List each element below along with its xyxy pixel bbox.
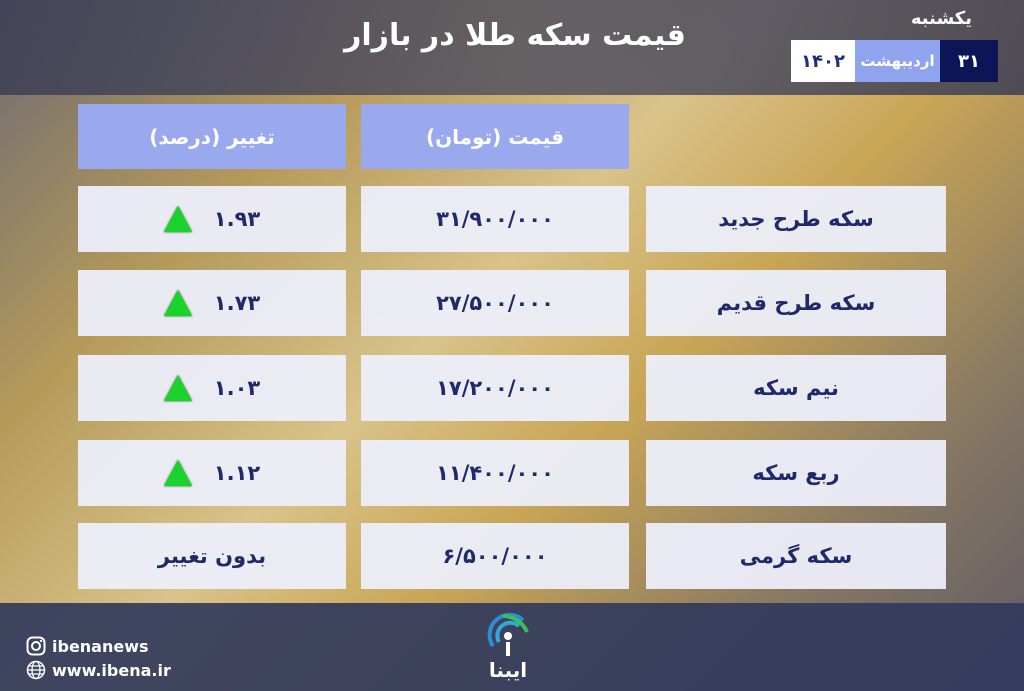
weekday: یکشنبه	[910, 8, 972, 29]
website-url: www.ibena.ir	[52, 660, 171, 680]
ibena-logo: ایبنا	[468, 610, 548, 682]
instagram-link[interactable]: ibenanews	[26, 636, 149, 656]
globe-icon	[26, 660, 46, 680]
change-value: ۱.۱۲	[213, 461, 261, 485]
date-year: ۱۴۰۲	[791, 40, 855, 82]
date-day: ۳۱	[940, 40, 998, 82]
coin-price: ۱۱/۴۰۰/۰۰۰	[361, 440, 629, 506]
up-arrow-icon	[163, 290, 192, 316]
coin-price: ۶/۵۰۰/۰۰۰	[361, 523, 629, 589]
website-link[interactable]: www.ibena.ir	[26, 660, 171, 680]
coin-change: ۱.۹۳	[78, 186, 346, 252]
up-arrow-icon	[163, 460, 192, 486]
coin-name: سکه طرح قدیم	[646, 270, 946, 336]
up-arrow-icon	[163, 375, 192, 401]
coin-name: سکه طرح جدید	[646, 186, 946, 252]
coin-name: ربع سکه	[646, 440, 946, 506]
coin-name: نیم سکه	[646, 355, 946, 421]
page-title: قیمت سکه طلا در بازار	[344, 18, 686, 53]
coin-change: ۱.۰۳	[78, 355, 346, 421]
instagram-handle: ibenanews	[52, 636, 149, 656]
change-value: ۱.۷۳	[213, 291, 261, 315]
coin-change: ۱.۱۲	[78, 440, 346, 506]
coin-price: ۳۱/۹۰۰/۰۰۰	[361, 186, 629, 252]
instagram-icon	[26, 636, 46, 656]
date-month: اردیبهشت	[855, 40, 940, 82]
change-value: بدون تغییر	[157, 544, 267, 568]
date-badge: ۱۴۰۲ اردیبهشت ۳۱	[791, 40, 998, 82]
coin-price: ۲۷/۵۰۰/۰۰۰	[361, 270, 629, 336]
column-header-price: قیمت (تومان)	[361, 104, 629, 169]
coin-price: ۱۷/۲۰۰/۰۰۰	[361, 355, 629, 421]
up-arrow-icon	[163, 206, 192, 232]
change-value: ۱.۹۳	[213, 207, 261, 231]
coin-change: بدون تغییر	[78, 523, 346, 589]
change-value: ۱.۰۳	[213, 376, 261, 400]
coin-name: سکه گرمی	[646, 523, 946, 589]
signal-icon	[487, 612, 529, 656]
coin-change: ۱.۷۳	[78, 270, 346, 336]
column-header-change: تغییر (درصد)	[78, 104, 346, 169]
